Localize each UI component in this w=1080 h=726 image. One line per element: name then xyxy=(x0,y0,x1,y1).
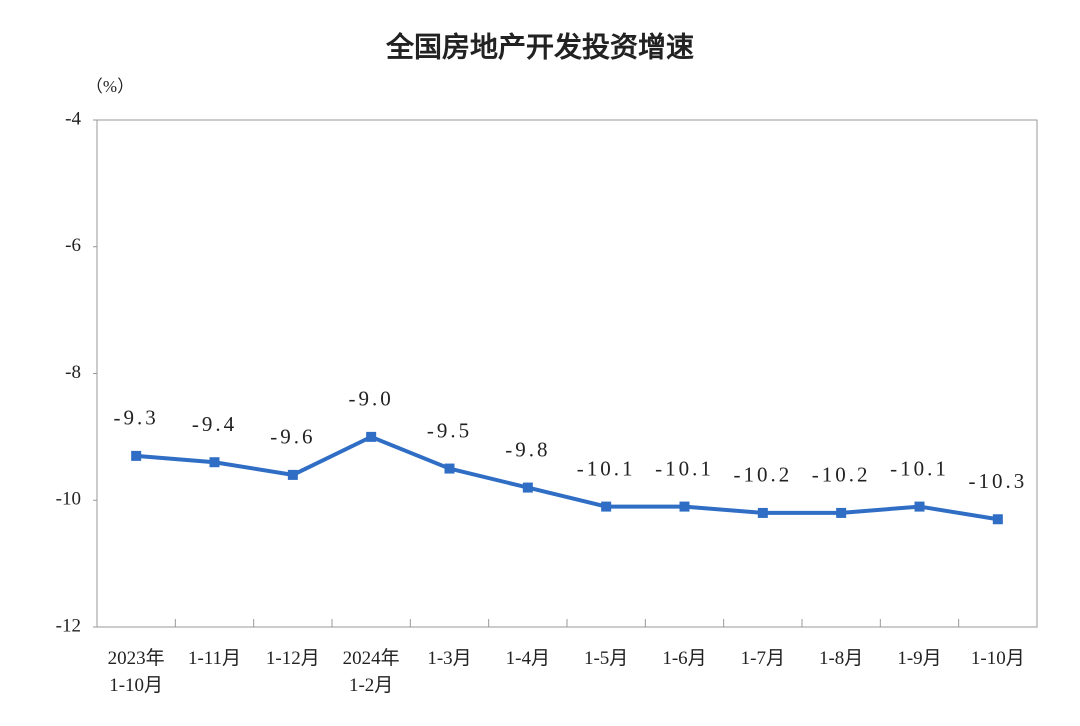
marker xyxy=(757,507,768,518)
data-label: -9.3 xyxy=(114,406,159,430)
x-tick-label: 2024年 1-2月 xyxy=(342,648,400,696)
x-tick-label: 1-4月 xyxy=(505,648,550,669)
x-tick-label: 1-11月 xyxy=(187,648,242,669)
y-tick-label: -10 xyxy=(56,489,81,510)
data-label: -10.1 xyxy=(890,456,949,480)
marker xyxy=(131,450,142,461)
data-label: -10.2 xyxy=(812,463,871,487)
x-tick-label: 1-3月 xyxy=(427,648,472,669)
y-tick-label: -4 xyxy=(65,108,81,129)
marker xyxy=(209,457,220,468)
marker xyxy=(287,469,298,480)
x-tick-label: 2023年 1-10月 xyxy=(107,648,165,696)
data-label: -9.8 xyxy=(505,437,550,461)
data-label: -9.5 xyxy=(427,418,472,442)
x-tick-label: 1-6月 xyxy=(662,648,707,669)
marker xyxy=(836,507,847,518)
line xyxy=(136,434,999,522)
x-tick-label: 1-10月 xyxy=(970,648,1025,669)
marker xyxy=(679,501,690,512)
marker xyxy=(366,431,377,442)
chart-title: 全国房地产开发投资增速 xyxy=(385,30,694,63)
data-label: -9.0 xyxy=(349,387,394,411)
marker xyxy=(914,501,925,512)
y-tick-label: -8 xyxy=(65,362,81,383)
x-tick-label: 1-8月 xyxy=(818,648,864,669)
x-tick-label: 1-12月 xyxy=(265,648,320,669)
plot-frame xyxy=(96,119,1038,628)
data-label: -10.1 xyxy=(577,456,636,480)
x-tick-label: 1-5月 xyxy=(583,648,629,669)
marker xyxy=(992,514,1003,525)
marker xyxy=(601,501,612,512)
data-label: -10.1 xyxy=(655,456,714,480)
data-label: -10.2 xyxy=(733,463,792,487)
y-tick-label: -6 xyxy=(65,235,81,256)
data-label: -9.6 xyxy=(270,425,315,449)
y-tick-label: -12 xyxy=(56,615,81,636)
data-label: -9.4 xyxy=(192,412,237,436)
marker xyxy=(444,463,455,474)
marker xyxy=(522,482,533,493)
x-tick-label: 1-9月 xyxy=(897,648,942,669)
x-tick-label: 1-7月 xyxy=(740,648,785,669)
data-label: -10.3 xyxy=(968,469,1027,493)
y-unit: （%） xyxy=(86,77,134,96)
